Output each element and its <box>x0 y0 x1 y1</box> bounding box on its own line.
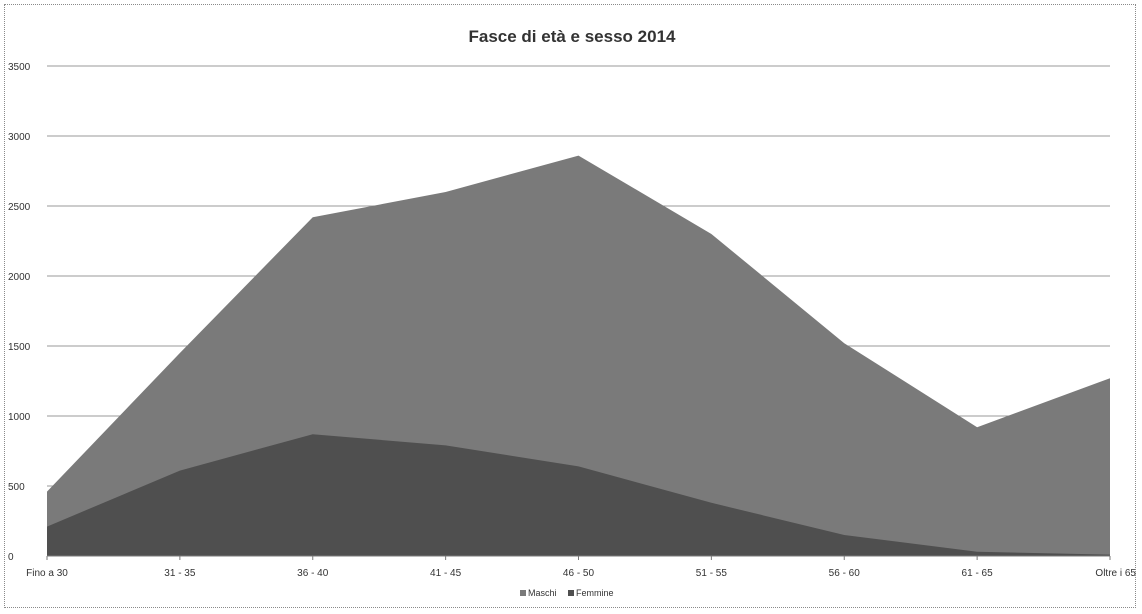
x-tick-label: 46 - 50 <box>563 568 595 579</box>
x-tick-label: 36 - 40 <box>297 568 329 579</box>
legend-swatch-femmine <box>568 590 574 596</box>
legend-swatch-maschi <box>520 590 526 596</box>
legend: Maschi Femmine <box>520 588 614 598</box>
y-tick-label: 0 <box>8 552 14 563</box>
x-axis-ticks: Fino a 30 31 - 35 36 - 40 41 - 45 46 - 50 51 … <box>26 556 1136 579</box>
legend-label-maschi: Maschi <box>528 588 557 598</box>
chart-title: Fasce di età e sesso 2014 <box>469 27 677 46</box>
y-tick-label: 2500 <box>8 202 31 213</box>
x-tick-label: 51 - 55 <box>696 568 728 579</box>
legend-label-femmine: Femmine <box>576 588 614 598</box>
x-tick-label: 56 - 60 <box>829 568 861 579</box>
y-tick-label: 500 <box>8 482 25 493</box>
series-areas <box>47 155 1110 556</box>
y-tick-label: 1500 <box>8 342 31 353</box>
y-tick-label: 1000 <box>8 412 31 423</box>
x-tick-label: Fino a 30 <box>26 568 68 579</box>
y-tick-label: 3500 <box>8 62 31 73</box>
y-tick-label: 3000 <box>8 132 31 143</box>
y-tick-label: 2000 <box>8 272 31 283</box>
x-tick-label: Oltre i 65 <box>1095 568 1136 579</box>
x-tick-label: 61 - 65 <box>962 568 994 579</box>
y-axis-ticks: 0 500 1000 1500 2000 2500 3000 3500 <box>8 62 31 563</box>
series-area-femmine <box>47 434 1110 556</box>
x-tick-label: 31 - 35 <box>164 568 196 579</box>
x-tick-label: 41 - 45 <box>430 568 462 579</box>
